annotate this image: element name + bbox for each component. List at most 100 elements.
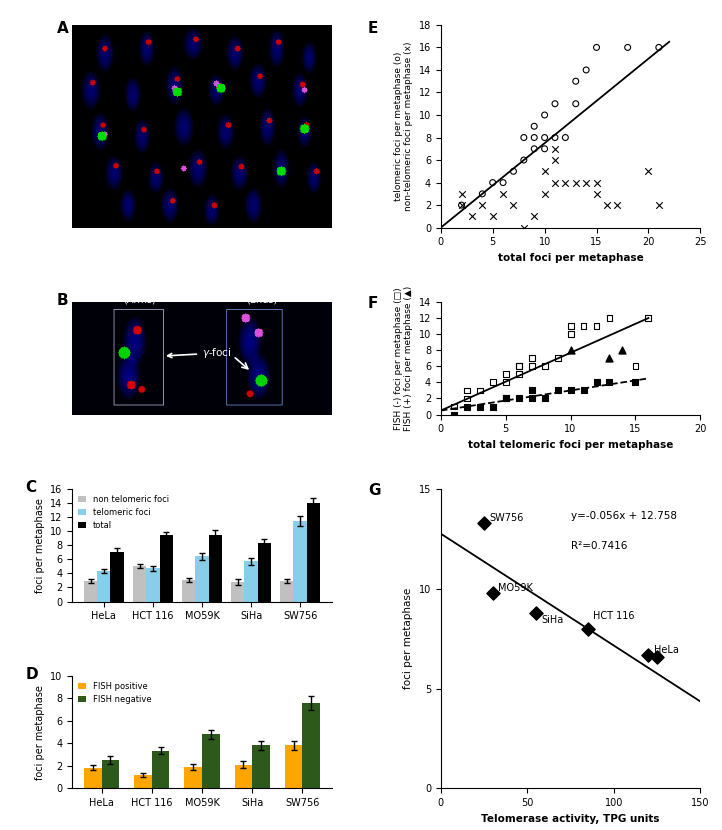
Bar [293, 521, 307, 602]
Point [497, 188, 509, 201]
Legend: non telomeric foci, telomeric foci, total: non telomeric foci, telomeric foci, tota… [77, 493, 171, 532]
Point [539, 359, 550, 373]
Point [560, 176, 571, 189]
Text: D: D [25, 666, 38, 682]
Bar [258, 543, 271, 602]
Text: y=-0.056x + 12.758: y=-0.056x + 12.758 [570, 511, 677, 521]
Y-axis label: foci per metaphase: foci per metaphase [35, 685, 45, 779]
Point [529, 210, 540, 223]
Point [653, 198, 664, 212]
Point [518, 131, 530, 144]
Bar [202, 735, 219, 788]
Point [487, 586, 498, 599]
Point [539, 131, 550, 144]
Point [456, 188, 467, 201]
Point [513, 368, 524, 381]
Point [604, 352, 615, 365]
Bar [245, 561, 258, 602]
Point [487, 400, 498, 413]
Text: E: E [368, 21, 378, 36]
Text: (Arms): (Arms) [123, 294, 156, 305]
Point [529, 120, 540, 133]
Point [570, 75, 581, 88]
Point [570, 176, 581, 189]
Point [518, 221, 530, 234]
Point [604, 311, 615, 325]
Point [591, 188, 602, 201]
Text: HeLa: HeLa [653, 645, 679, 655]
Text: MO59K: MO59K [498, 583, 533, 593]
Point [612, 198, 623, 212]
Text: SiHa: SiHa [542, 615, 563, 625]
Text: C: C [25, 480, 37, 495]
Bar [110, 552, 123, 602]
Point [651, 650, 663, 663]
Y-axis label: telomeric foci per metaphase (o)
non-telomeric foci per metaphase (x): telomeric foci per metaphase (o) non-tel… [393, 42, 413, 211]
Point [508, 164, 519, 178]
Point [617, 344, 628, 357]
Point [529, 131, 540, 144]
Point [456, 198, 467, 212]
Point [500, 368, 511, 381]
Point [578, 383, 589, 397]
X-axis label: total foci per metaphase: total foci per metaphase [497, 253, 643, 263]
Text: (Ends): (Ends) [246, 294, 277, 305]
Point [570, 97, 581, 110]
Bar [134, 775, 152, 788]
Point [448, 400, 459, 413]
Point [622, 41, 633, 54]
Point [518, 154, 530, 167]
Point [630, 359, 641, 373]
Point [474, 383, 485, 397]
Point [549, 176, 561, 189]
Point [630, 376, 641, 389]
X-axis label: total telomeric foci per metaphase: total telomeric foci per metaphase [468, 440, 673, 450]
Bar [196, 556, 209, 602]
Point [580, 63, 592, 76]
Point [466, 210, 478, 223]
Point [513, 359, 524, 373]
Point [529, 142, 540, 155]
Bar [97, 571, 110, 602]
Point [539, 164, 550, 178]
Point [448, 408, 459, 421]
Point [643, 164, 654, 178]
Point [487, 176, 498, 189]
Point [549, 131, 561, 144]
Point [474, 400, 485, 413]
Text: SW756: SW756 [490, 513, 523, 523]
Y-axis label: foci per metaphase: foci per metaphase [403, 588, 413, 690]
Point [582, 622, 593, 635]
Point [653, 41, 664, 54]
Point [500, 376, 511, 389]
Point [601, 198, 613, 212]
Point [539, 188, 550, 201]
Point [549, 142, 561, 155]
Point [508, 198, 519, 212]
Point [591, 176, 602, 189]
Text: A: A [56, 21, 69, 36]
Point [565, 383, 576, 397]
Bar [84, 581, 97, 602]
Point [565, 320, 576, 333]
Point [643, 648, 654, 662]
Point [478, 516, 490, 530]
Point [487, 376, 498, 389]
Point [539, 392, 550, 405]
Bar [307, 503, 320, 602]
Point [643, 311, 654, 325]
Point [487, 210, 498, 223]
Legend: FISH positive, FISH negative: FISH positive, FISH negative [77, 680, 153, 706]
Point [526, 383, 537, 397]
Point [461, 383, 472, 397]
Point [477, 198, 488, 212]
X-axis label: Telomerase activity, TPG units: Telomerase activity, TPG units [482, 813, 660, 824]
Text: $\gamma$-foci: $\gamma$-foci [168, 346, 232, 360]
Bar [184, 767, 202, 788]
Bar [252, 745, 270, 788]
Text: HCT 116: HCT 116 [593, 611, 635, 621]
Bar [209, 535, 222, 602]
Point [461, 400, 472, 413]
Point [580, 176, 592, 189]
Point [552, 383, 563, 397]
